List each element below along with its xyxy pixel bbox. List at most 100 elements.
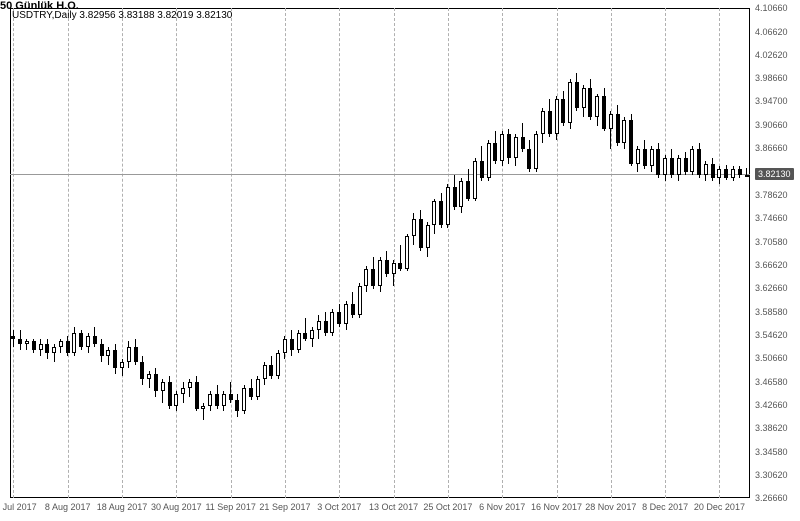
candle-body	[25, 341, 29, 344]
candle-body	[59, 341, 63, 347]
candle-body	[405, 236, 409, 268]
candle-body	[317, 321, 321, 330]
candle-body	[636, 149, 640, 164]
candle-body	[364, 269, 368, 287]
candlestick-chart[interactable]: USDTRY,Daily 3.82956 3.83188 3.82019 3.8…	[0, 0, 800, 521]
candle-body	[561, 99, 565, 122]
candle-body	[480, 161, 484, 179]
candle-body	[595, 96, 599, 116]
x-axis-label: 8 Dec 2017	[642, 502, 688, 512]
candle-body	[487, 143, 491, 178]
current-price-tag: 3.82130	[755, 168, 794, 180]
candle-body	[582, 88, 586, 108]
candle-body	[147, 374, 151, 380]
candle-body	[358, 286, 362, 315]
grid-vertical	[13, 8, 14, 498]
candle-body	[622, 120, 626, 143]
x-axis-label: 16 Nov 2017	[531, 502, 582, 512]
candle-body	[174, 394, 178, 406]
candle-body	[473, 161, 477, 199]
x-axis-label: 21 Sep 2017	[259, 502, 310, 512]
x-axis-label: 28 Nov 2017	[585, 502, 636, 512]
y-axis-label: 3.62660	[755, 283, 788, 293]
grid-vertical	[285, 8, 286, 498]
y-axis-label: 3.94700	[755, 96, 788, 106]
x-axis-label: 30 Aug 2017	[151, 502, 202, 512]
candle-body	[106, 350, 110, 356]
y-axis-label: 4.02620	[755, 50, 788, 60]
y-axis-label: 4.10660	[755, 3, 788, 13]
grid-vertical	[68, 8, 69, 498]
x-axis-label: 18 Aug 2017	[97, 502, 148, 512]
candle-body	[215, 394, 219, 406]
candle-body	[330, 312, 334, 332]
candle-body	[337, 312, 341, 324]
candle-body	[66, 341, 70, 353]
candle-body	[514, 137, 518, 157]
candle-body	[45, 344, 49, 353]
y-axis-label: 3.34580	[755, 447, 788, 457]
candle-body	[459, 181, 463, 207]
grid-vertical	[394, 8, 395, 498]
candle-body	[113, 350, 117, 368]
candle-body	[493, 143, 497, 161]
grid-vertical	[231, 8, 232, 498]
plot-area[interactable]	[10, 8, 750, 498]
candle-body	[527, 149, 531, 169]
candle-body	[697, 149, 701, 175]
candle-body	[303, 333, 307, 339]
y-axis-label: 3.26660	[755, 493, 788, 503]
candle-body	[711, 164, 715, 179]
candle-body	[181, 388, 185, 394]
candle-body	[249, 388, 253, 397]
candle-body	[324, 321, 328, 333]
candle-body	[297, 333, 301, 351]
candle-body	[602, 96, 606, 128]
grid-vertical	[339, 8, 340, 498]
candle-body	[507, 134, 511, 157]
y-axis-label: 3.46580	[755, 377, 788, 387]
candle-body	[616, 114, 620, 143]
candle-body	[371, 269, 375, 287]
current-price-line	[10, 174, 750, 175]
candle-body	[39, 344, 43, 350]
candle-body	[195, 382, 199, 408]
candle-body	[344, 304, 348, 324]
y-axis-label: 3.50660	[755, 353, 788, 363]
candle-body	[235, 400, 239, 412]
candle-body	[534, 134, 538, 169]
candle-body	[256, 379, 260, 397]
candle-body	[704, 164, 708, 176]
candle-body	[643, 149, 647, 167]
candle-body	[134, 347, 138, 362]
candle-body	[731, 169, 735, 178]
candle-body	[548, 111, 552, 134]
x-axis-label: 6 Nov 2017	[479, 502, 525, 512]
candle-body	[263, 365, 267, 380]
y-axis-label: 3.74660	[755, 213, 788, 223]
candle-body	[724, 169, 728, 178]
candle-body	[93, 336, 97, 345]
x-axis-label: 13 Oct 2017	[369, 502, 418, 512]
candle-body	[310, 330, 314, 339]
candle-wick	[26, 339, 27, 351]
candle-body	[717, 169, 721, 178]
candle-body	[283, 339, 287, 354]
grid-vertical	[122, 8, 123, 498]
candle-body	[541, 111, 545, 134]
y-axis-label: 3.58580	[755, 307, 788, 317]
candle-body	[738, 169, 742, 175]
candle-body	[663, 158, 667, 176]
y-axis-label: 3.78620	[755, 190, 788, 200]
candle-body	[684, 158, 688, 173]
x-axis-label: 25 Oct 2017	[423, 502, 472, 512]
candle-body	[555, 99, 559, 134]
candle-body	[690, 149, 694, 172]
candle-body	[575, 82, 579, 108]
candle-body	[127, 347, 131, 362]
y-axis-label: 3.90660	[755, 120, 788, 130]
candle-body	[378, 260, 382, 286]
y-axis-label: 3.42660	[755, 400, 788, 410]
candle-body	[650, 149, 654, 167]
chart-title: USDTRY,Daily 3.82956 3.83188 3.82019 3.8…	[12, 10, 232, 21]
